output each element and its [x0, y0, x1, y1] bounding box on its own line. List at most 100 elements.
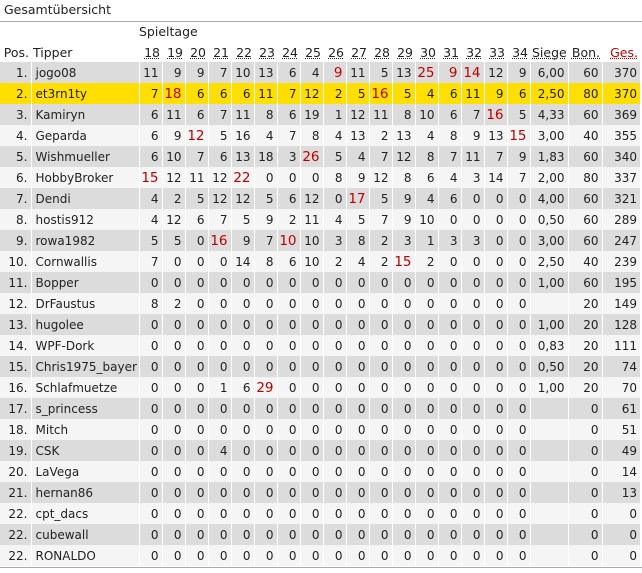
tipper-name[interactable]: CSK [30, 440, 139, 461]
header-bonus[interactable]: Bon. [568, 42, 602, 62]
tipper-name[interactable]: hostis912 [30, 209, 139, 230]
header-day-26[interactable]: 26 [323, 42, 346, 62]
header-day-29[interactable]: 29 [392, 42, 415, 62]
header-day-25[interactable]: 25 [300, 42, 323, 62]
position: 9. [0, 230, 31, 251]
header-day-30[interactable]: 30 [415, 42, 438, 62]
matchday-points: 0 [483, 188, 507, 209]
table-row-current-user: 2. et3rn1ty 7 18 6 6 6 11 7 12 2 5 16 5 4 6 11 9 6 2,50 80 37… [0, 83, 640, 104]
matchday-points: 0 [391, 335, 415, 356]
day-label[interactable]: 32 [466, 44, 482, 60]
day-label[interactable]: 22 [236, 44, 252, 60]
matchday-points: 0 [506, 314, 530, 335]
tipper-name[interactable]: Chris1975_bayer [30, 356, 139, 377]
header-day-18[interactable]: 18 [139, 42, 162, 62]
tipper-name[interactable]: cubewall [30, 524, 139, 545]
matchday-points: 4 [414, 188, 438, 209]
tipper-name[interactable]: hernan86 [30, 482, 139, 503]
matchday-points: 11 [368, 104, 392, 125]
header-day-27[interactable]: 27 [346, 42, 369, 62]
day-label[interactable]: 29 [397, 44, 413, 60]
tipper-name[interactable]: jogo08 [30, 62, 139, 83]
day-label[interactable]: 25 [305, 44, 321, 60]
header-gesamt-label[interactable]: Ges. [610, 44, 638, 60]
day-label[interactable]: 30 [420, 44, 436, 60]
matchday-points: 0 [368, 545, 392, 566]
header-day-19[interactable]: 19 [162, 42, 185, 62]
day-label[interactable]: 33 [489, 44, 505, 60]
day-label[interactable]: 31 [443, 44, 459, 60]
matchday-points: 0 [184, 524, 208, 545]
tipper-name[interactable]: Kamiryn [30, 104, 139, 125]
header-siege[interactable]: Siege [530, 42, 568, 62]
day-label[interactable]: 24 [282, 44, 298, 60]
day-label[interactable]: 18 [144, 44, 160, 60]
header-bonus-label[interactable]: Bon. [571, 44, 600, 60]
matchday-points: 0 [207, 545, 231, 566]
tipper-name[interactable]: Dendi [30, 188, 139, 209]
matchday-points: 0 [253, 335, 277, 356]
matchday-points: 9 [391, 209, 415, 230]
header-day-22[interactable]: 22 [231, 42, 254, 62]
tipper-name[interactable]: hugolee [30, 314, 139, 335]
header-day-28[interactable]: 28 [369, 42, 392, 62]
matchday-points: 0 [184, 356, 208, 377]
day-label[interactable]: 19 [167, 44, 183, 60]
day-label[interactable]: 28 [374, 44, 390, 60]
header-day-20[interactable]: 20 [185, 42, 208, 62]
tipper-name[interactable]: Bopper [30, 272, 139, 293]
tipper-name[interactable]: cpt_dacs [30, 503, 139, 524]
matchday-points: 7 [276, 125, 300, 146]
tipper-name[interactable]: rowa1982 [30, 230, 139, 251]
header-day-32[interactable]: 32 [461, 42, 484, 62]
matchday-points: 3 [276, 146, 300, 167]
day-label[interactable]: 27 [351, 44, 367, 60]
matchday-points: 0 [322, 440, 346, 461]
matchday-points: 0 [483, 356, 507, 377]
tipper-name[interactable]: LaVega [30, 461, 139, 482]
table-header: Pos. Tipper 18 19 20 21 22 23 24 25 26 27 28 29 30 31… [0, 42, 640, 62]
tipper-name[interactable]: s_princess [30, 398, 139, 419]
tipper-name[interactable]: Geparda [30, 125, 139, 146]
header-gesamt[interactable]: Ges. [602, 42, 640, 62]
matchday-points: 5 [368, 62, 392, 83]
matchday-points: 0 [414, 419, 438, 440]
header-siege-label[interactable]: Siege [532, 44, 567, 60]
header-pos: Pos. [3, 44, 29, 60]
table-row: 22. cpt_dacs 0 0 0 0 0 0 0 0 0 0 0 0 0 0 0 0 0 0 0 [0, 503, 640, 524]
day-label[interactable]: 34 [512, 44, 528, 60]
header-day-34[interactable]: 34 [507, 42, 530, 62]
total: 51 [601, 419, 640, 440]
day-label[interactable]: 26 [328, 44, 344, 60]
tipper-name[interactable]: Mitch [30, 419, 139, 440]
tipper-name[interactable]: Schlafmuetze [30, 377, 139, 398]
day-label[interactable]: 20 [190, 44, 206, 60]
day-label[interactable]: 21 [213, 44, 229, 60]
tipper-name[interactable]: Wishmueller [30, 146, 139, 167]
tipper-name[interactable]: HobbyBroker [30, 167, 139, 188]
matchday-points: 0 [138, 482, 162, 503]
tipper-name[interactable]: Cornwallis [30, 251, 139, 272]
position: 13. [0, 314, 31, 335]
matchday-points: 0 [345, 272, 369, 293]
bonus: 20 [567, 356, 602, 377]
matchday-points: 0 [253, 524, 277, 545]
header-day-31[interactable]: 31 [438, 42, 461, 62]
header-day-21[interactable]: 21 [208, 42, 231, 62]
matchday-points: 22 [230, 167, 254, 188]
header-day-23[interactable]: 23 [254, 42, 277, 62]
matchday-points: 0 [253, 167, 277, 188]
tipper-name[interactable]: DrFaustus [30, 293, 139, 314]
matchday-points: 9 [437, 62, 461, 83]
matchday-points: 8 [437, 125, 461, 146]
header-day-24[interactable]: 24 [277, 42, 300, 62]
matchday-points: 0 [322, 335, 346, 356]
tipper-name[interactable]: WPF-Dork [30, 335, 139, 356]
header-day-33[interactable]: 33 [484, 42, 507, 62]
matchday-points: 0 [322, 293, 346, 314]
tipper-name[interactable]: et3rn1ty [30, 83, 139, 104]
day-label[interactable]: 23 [259, 44, 275, 60]
bonus: 0 [567, 398, 602, 419]
tipper-name[interactable]: RONALDO [30, 545, 139, 566]
table-row: 10. Cornwallis 7 0 0 0 14 8 6 10 2 4 2 15 2 0 0 0 0 2,50 40 2… [0, 251, 640, 272]
